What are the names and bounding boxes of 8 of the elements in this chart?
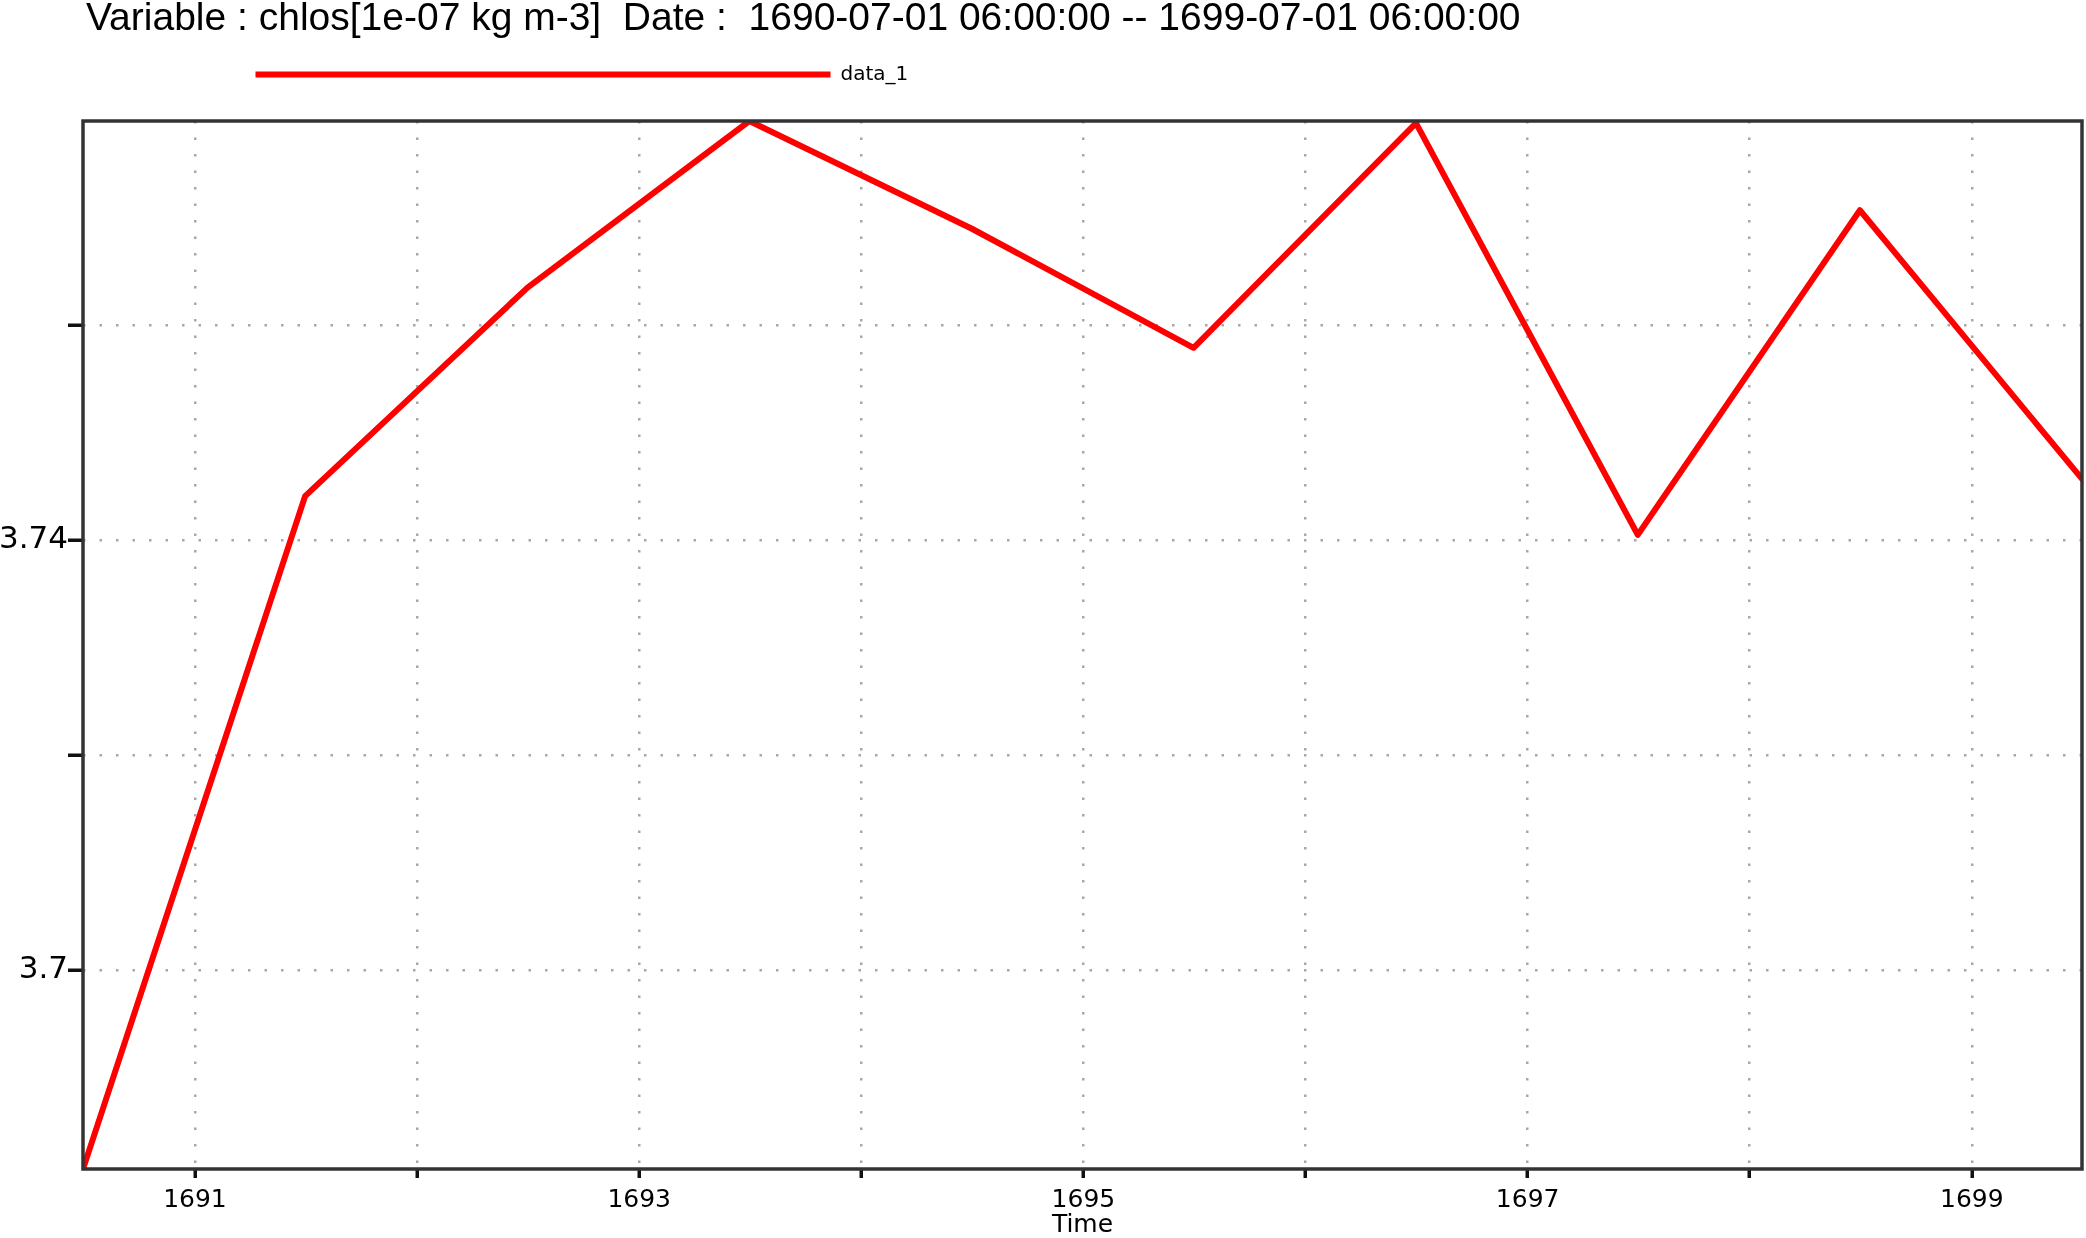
x-tick-label: 1699: [1940, 1183, 2004, 1213]
x-tick-label: 1697: [1495, 1183, 1560, 1213]
y-tick-label: 3.74: [0, 519, 68, 556]
x-tick-label: 1693: [607, 1183, 671, 1213]
chart-title: Variable : chlos[1e-07 kg m-3] Date : 1690-07-01 06:00:00 -- 1699-07-01 06:00:00: [86, 0, 1521, 39]
y-tick-label: 3.7: [18, 949, 68, 986]
x-tick-label: 1691: [163, 1183, 227, 1213]
text: data_1: [840, 60, 909, 85]
